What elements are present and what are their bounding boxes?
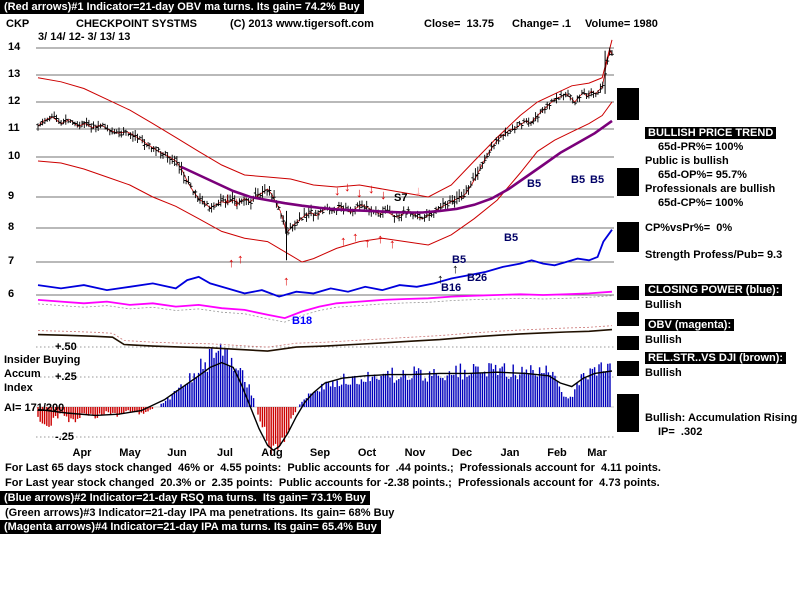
buy-arrow-icon: ↑ [364,235,371,250]
ticker-symbol: CKP [6,18,30,30]
right-panel-line: IP= .302 [658,426,703,438]
sell-arrow-icon: ↓ [380,187,387,202]
accum-label: Accum [4,368,41,380]
price-axis-label: 14 [8,41,21,53]
right-scale-marker [617,361,639,376]
price-axis-label: 6 [8,288,15,300]
buy-arrow-icon: ↑ [377,231,384,246]
price-axis-label: 12 [8,95,21,107]
signal-label: B16 [441,282,461,294]
right-panel-line: 65d-CP%= 100% [658,197,744,209]
buy-arrow-icon: ↑ [352,229,359,244]
buy-arrow-icon: ↑ [389,236,396,251]
month-label: Apr [72,447,92,459]
right-scale-marker [617,222,639,252]
buy-arrow-icon: ↑ [340,233,347,248]
right-scale-marker [617,312,639,326]
right-panel-line: CP%vsPr%= 0% [645,222,733,234]
month-label: Jun [167,447,187,459]
right-panel-line: 65d-OP%= 95.7% [658,169,747,181]
signal-label: B18 [292,315,312,327]
right-panel-banner: REL.STR..VS DJI (brown): [645,352,787,364]
month-label: Jan [500,447,520,459]
price-axis-label: 8 [8,221,15,233]
index-label: Index [4,382,33,394]
indicator4-banner: (Magenta arrows)#4 Indicator=21-day IPA … [0,520,381,534]
month-label: Nov [404,447,426,459]
signal-label: S7 [394,192,407,204]
signal-label: B5 [452,254,466,266]
price-axis-label: 13 [8,68,21,80]
company-name: CHECKPOINT SYSTMS [76,18,198,30]
right-panel-line: Bullish [645,334,682,346]
right-panel-banner: BULLISH PRICE TREND [645,127,777,139]
right-panel-banner: CLOSING POWER (blue): [645,284,783,296]
aux-axis-label: +.50 [55,341,77,353]
month-label: Oct [357,447,377,459]
right-scale-marker [617,286,639,300]
right-panel-line: Professionals are bullish [645,183,776,195]
price-axis-label: 7 [8,255,15,267]
signal-label: B5 [527,178,541,190]
price-axis-label: 9 [8,190,15,202]
volume-value: Volume= 1980 [585,18,658,30]
indicator3-line: (Green arrows)#3 Indicator=21-day IPA ma… [5,507,395,519]
close-value: Close= 13.75 [424,18,495,30]
right-scale-marker [617,168,639,196]
buy-arrow-black-icon: ↑ [437,271,444,286]
buy-arrow-icon: ↑ [228,255,235,270]
right-panel-line: 65d-PR%= 100% [658,141,744,153]
price-bars [36,47,614,236]
signal-label: B26 [467,272,487,284]
sell-arrow-icon: ↓ [334,183,341,198]
buy-arrow-icon: ↑ [283,273,290,288]
signal-label: B5 [590,174,604,186]
indicator2-banner: (Blue arrows)#2 Indicator=21-day RSQ ma … [0,491,370,505]
indicator1-banner: (Red arrows)#1 Indicator=21-day OBV ma t… [0,0,364,14]
ai-value: AI= 171/200 [4,402,65,414]
sell-arrow-icon: ↓ [344,179,351,194]
month-label: Dec [451,447,473,459]
buy-arrow-icon: ↑ [237,251,244,266]
price-axis-label: 10 [8,150,21,162]
right-scale-marker [617,394,639,432]
copyright-text: (C) 2013 www.tigersoft.com [230,18,374,30]
buy-arrow-black-icon: ↑ [452,261,459,276]
sell-arrow-light-icon: ↓ [415,183,422,198]
sell-arrow-icon: ↓ [224,190,231,205]
insider-buying-label: Insider Buying [4,354,81,366]
summary-line-65d: For Last 65 days stock changed 46% or 4.… [5,462,661,474]
right-panel-line: Bullish [645,367,682,379]
month-label: May [119,447,141,459]
right-panel-line: Public is bullish [645,155,729,167]
right-scale-marker [617,88,639,120]
sell-arrow-icon: ↓ [356,185,363,200]
right-panel-line: Bullish: Accumulation Rising [645,412,798,424]
month-label: Aug [261,447,283,459]
date-range: 3/ 14/ 12- 3/ 13/ 13 [38,31,131,43]
month-label: Sep [309,447,331,459]
price-axis-label: 11 [8,122,20,134]
right-panel-banner: OBV (magenta): [645,319,735,331]
month-label: Jul [217,447,233,459]
change-value: Change= .1 [512,18,571,30]
sell-arrow-icon: ↓ [368,181,375,196]
signal-label: B5 [571,174,585,186]
right-panel-line: Strength Profess/Pub= 9.3 [645,249,783,261]
sell-arrow-icon: ↓ [233,194,240,209]
right-panel-line: Bullish [645,299,682,311]
aux-axis-label: +.25 [55,371,77,383]
right-scale-marker [617,336,639,350]
month-label: Mar [587,447,607,459]
summary-line-year: For Last year stock changed 20.3% or 2.3… [5,477,660,489]
signal-label: B5 [504,232,518,244]
month-label: Feb [547,447,567,459]
aux-axis-label: -.25 [55,431,74,443]
